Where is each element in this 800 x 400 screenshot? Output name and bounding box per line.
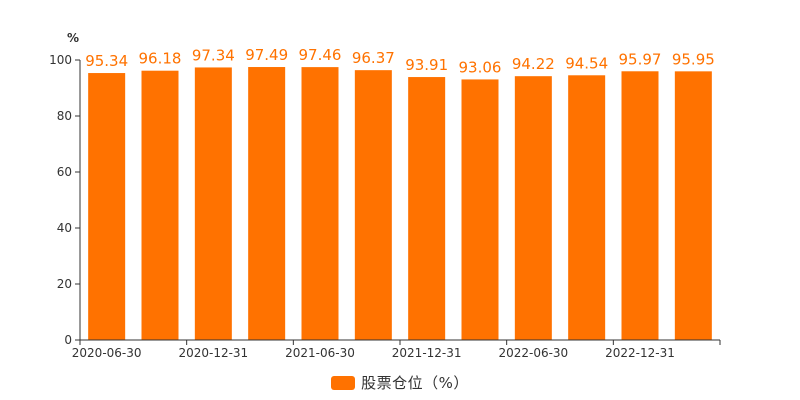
- bar[interactable]: [621, 71, 659, 340]
- data-label: 95.97: [619, 50, 662, 68]
- y-tick-label: 60: [57, 165, 72, 179]
- bar[interactable]: [88, 73, 126, 340]
- data-label: 96.37: [352, 49, 395, 67]
- bar[interactable]: [141, 70, 179, 341]
- data-label: 95.34: [85, 52, 128, 70]
- data-label: 97.49: [245, 46, 288, 64]
- y-tick-label: 80: [57, 109, 72, 123]
- x-tick-label: 2021-06-30: [285, 346, 355, 360]
- bar[interactable]: [674, 71, 712, 340]
- bar[interactable]: [354, 70, 392, 340]
- y-tick-label: 20: [57, 277, 72, 291]
- data-label: 97.46: [299, 46, 342, 64]
- legend[interactable]: 股票仓位（%）: [0, 372, 800, 393]
- data-label: 94.22: [512, 55, 555, 73]
- data-label: 93.06: [459, 58, 502, 76]
- y-axis-label: %: [67, 31, 79, 45]
- bar[interactable]: [194, 67, 232, 340]
- x-tick-label: 2022-06-30: [498, 346, 568, 360]
- legend-swatch: [331, 375, 356, 390]
- x-tick-label: 2022-12-31: [605, 346, 675, 360]
- bar[interactable]: [514, 76, 552, 341]
- data-label: 96.18: [139, 50, 182, 68]
- bar[interactable]: [248, 67, 286, 340]
- data-label: 94.54: [565, 54, 608, 72]
- data-label: 93.91: [405, 56, 448, 74]
- bar[interactable]: [461, 79, 499, 340]
- y-tick-label: 0: [64, 333, 72, 347]
- x-tick-label: 2021-12-31: [392, 346, 462, 360]
- data-label: 95.95: [672, 50, 715, 68]
- bar[interactable]: [568, 75, 606, 341]
- legend-label: 股票仓位（%）: [361, 374, 469, 392]
- y-tick-label: 40: [57, 221, 72, 235]
- x-tick-label: 2020-06-30: [72, 346, 142, 360]
- data-label: 97.34: [192, 46, 235, 64]
- bar[interactable]: [301, 67, 339, 340]
- x-tick-label: 2020-12-31: [178, 346, 248, 360]
- y-tick-label: 100: [49, 53, 72, 67]
- bar[interactable]: [408, 77, 446, 340]
